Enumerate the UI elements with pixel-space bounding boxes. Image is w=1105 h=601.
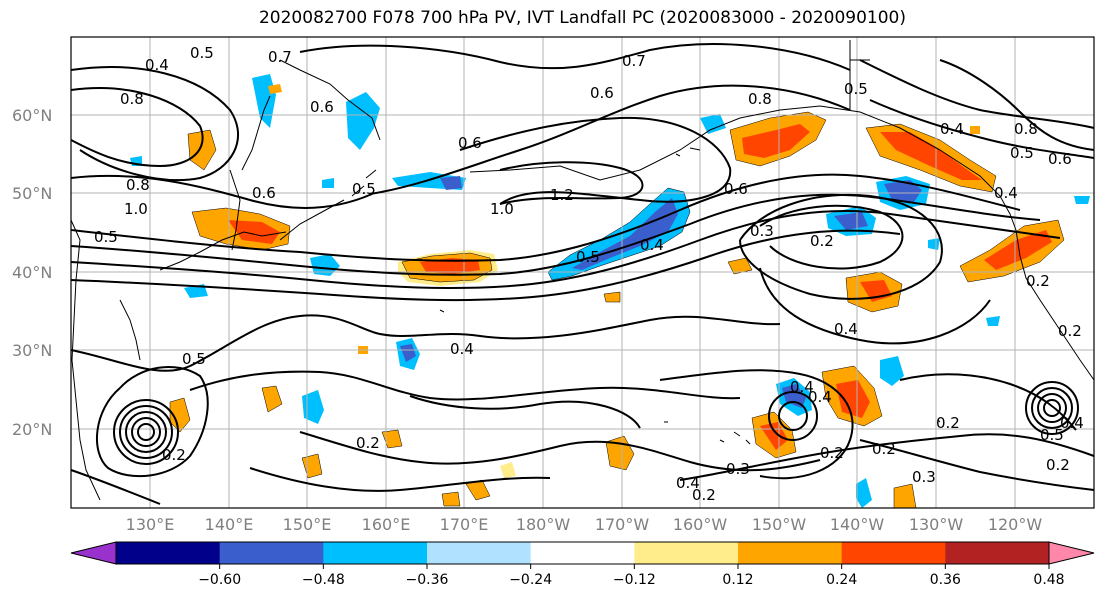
lon-label: 170°E (440, 515, 489, 534)
contour-label: 0.2 (356, 434, 380, 452)
contour-labels: 0.5 0.7 0.4 0.8 0.8 1.0 0.5 0.6 0.5 0.6 … (94, 44, 1084, 504)
contour-label: 0.6 (1048, 150, 1072, 168)
contour-label: 0.8 (748, 90, 772, 108)
contour-label: 0.8 (1014, 120, 1038, 138)
colorbar-segment (427, 542, 532, 564)
contour-label: 0.4 (676, 474, 700, 492)
contour-label: 0.6 (590, 84, 614, 102)
contour-label: 0.6 (310, 98, 334, 116)
colorbar-segment (738, 542, 843, 564)
contour-label: 0.4 (834, 320, 858, 338)
colorbar-tick-label: 0.24 (826, 572, 857, 588)
colorbar-segment (323, 542, 428, 564)
contour-label: 1.0 (124, 200, 148, 218)
colorbar-segment (116, 542, 221, 564)
contour-label: 0.7 (622, 52, 646, 70)
contour-label: 0.6 (252, 184, 276, 202)
lon-label: 130°W (909, 515, 964, 534)
contour-label: 0.2 (692, 486, 716, 504)
colorbar-segment (634, 542, 739, 564)
colorbar-tick-label: −0.36 (406, 572, 449, 588)
contour-label: 0.2 (1026, 272, 1050, 290)
coastlines (70, 40, 1095, 501)
contour-label: 0.4 (145, 56, 169, 74)
colorbar-segments (71, 542, 1094, 564)
lat-label: 60°N (12, 106, 52, 125)
colorbar-segment (945, 542, 1050, 564)
contour-label: 0.5 (182, 350, 206, 368)
colorbar-segment (530, 542, 635, 564)
contour-label: 0.8 (126, 176, 150, 194)
colorbar-segment (71, 542, 116, 564)
colorbar: −0.60 −0.48 −0.36 −0.24 −0.12 0.12 0.24 0.36 0.4… (70, 541, 1095, 588)
lat-label: 40°N (12, 263, 52, 282)
contour-label: 0.5 (1040, 426, 1064, 444)
colorbar-segment (841, 542, 946, 564)
longitude-labels: 130°E 140°E 150°E 160°E 170°E 180°W 170°… (126, 515, 1043, 534)
lon-label: 150°W (752, 515, 807, 534)
map-gridlines (71, 37, 1094, 508)
contour-label: 0.5 (576, 248, 600, 266)
lon-label: 120°W (988, 515, 1043, 534)
colorbar-segment (1049, 542, 1094, 564)
lon-label: 140°E (205, 515, 254, 534)
latitude-labels: 60°N 50°N 40°N 30°N 20°N (12, 106, 52, 439)
contour-label: 0.3 (912, 468, 936, 486)
lon-label: 180°W (516, 515, 571, 534)
colorbar-tick-label: −0.12 (613, 572, 656, 588)
contour-label: 0.4 (808, 388, 832, 406)
contour-label: 0.4 (994, 184, 1018, 202)
map-frame (70, 36, 1095, 509)
contour-label: 0.6 (458, 134, 482, 152)
contour-label: 0.7 (268, 48, 292, 66)
colorbar-ticks: −0.60 −0.48 −0.36 −0.24 −0.12 0.12 0.24 0.36 0.4… (198, 564, 1065, 588)
lon-label: 130°E (126, 515, 175, 534)
contour-label: 0.4 (640, 236, 664, 254)
contour-label: 0.3 (726, 460, 750, 478)
contour-label: 0.8 (120, 90, 144, 108)
contour-label: 0.2 (820, 444, 844, 462)
lat-label: 50°N (12, 184, 52, 203)
colorbar-tick-label: −0.48 (302, 572, 345, 588)
contour-label: 0.5 (352, 180, 376, 198)
colorbar-outline (115, 541, 1050, 565)
contour-label: 0.2 (1058, 322, 1082, 340)
pv-contours (70, 43, 1095, 505)
contour-label: 0.4 (1060, 414, 1084, 432)
contour-label: 0.5 (1010, 144, 1034, 162)
lat-label: 30°N (12, 341, 52, 360)
lon-label: 150°E (283, 515, 332, 534)
contour-label: 0.2 (872, 440, 896, 458)
colorbar-tick-label: 0.36 (930, 572, 961, 588)
colorbar-tick-label: −0.24 (509, 572, 552, 588)
lon-label: 160°E (362, 515, 411, 534)
contour-label: 1.0 (490, 200, 514, 218)
figure-title: 2020082700 F078 700 hPa PV, IVT Landfall… (258, 8, 906, 28)
contour-label: 0.4 (790, 378, 814, 396)
colorbar-tick-label: 0.48 (1033, 572, 1064, 588)
contour-label: 0.2 (1046, 456, 1070, 474)
colorbar-segment (219, 542, 324, 564)
contour-label: 0.5 (94, 228, 118, 246)
contour-label: 0.2 (936, 414, 960, 432)
lon-label: 140°W (830, 515, 885, 534)
lon-label: 160°W (673, 515, 728, 534)
contour-label: 0.4 (450, 340, 474, 358)
colorbar-tick-label: −0.60 (198, 572, 241, 588)
contour-label: 0.2 (162, 446, 186, 464)
contour-label: 0.4 (940, 120, 964, 138)
colorbar-tick-label: 0.12 (722, 572, 753, 588)
contour-label: 0.2 (810, 232, 834, 250)
contour-label: 0.3 (750, 222, 774, 240)
lat-label: 20°N (12, 420, 52, 439)
contour-label: 1.2 (550, 186, 574, 204)
contour-label: 0.5 (190, 44, 214, 62)
contour-label: 0.5 (844, 80, 868, 98)
lon-label: 170°W (595, 515, 650, 534)
contour-label: 0.6 (724, 180, 748, 198)
